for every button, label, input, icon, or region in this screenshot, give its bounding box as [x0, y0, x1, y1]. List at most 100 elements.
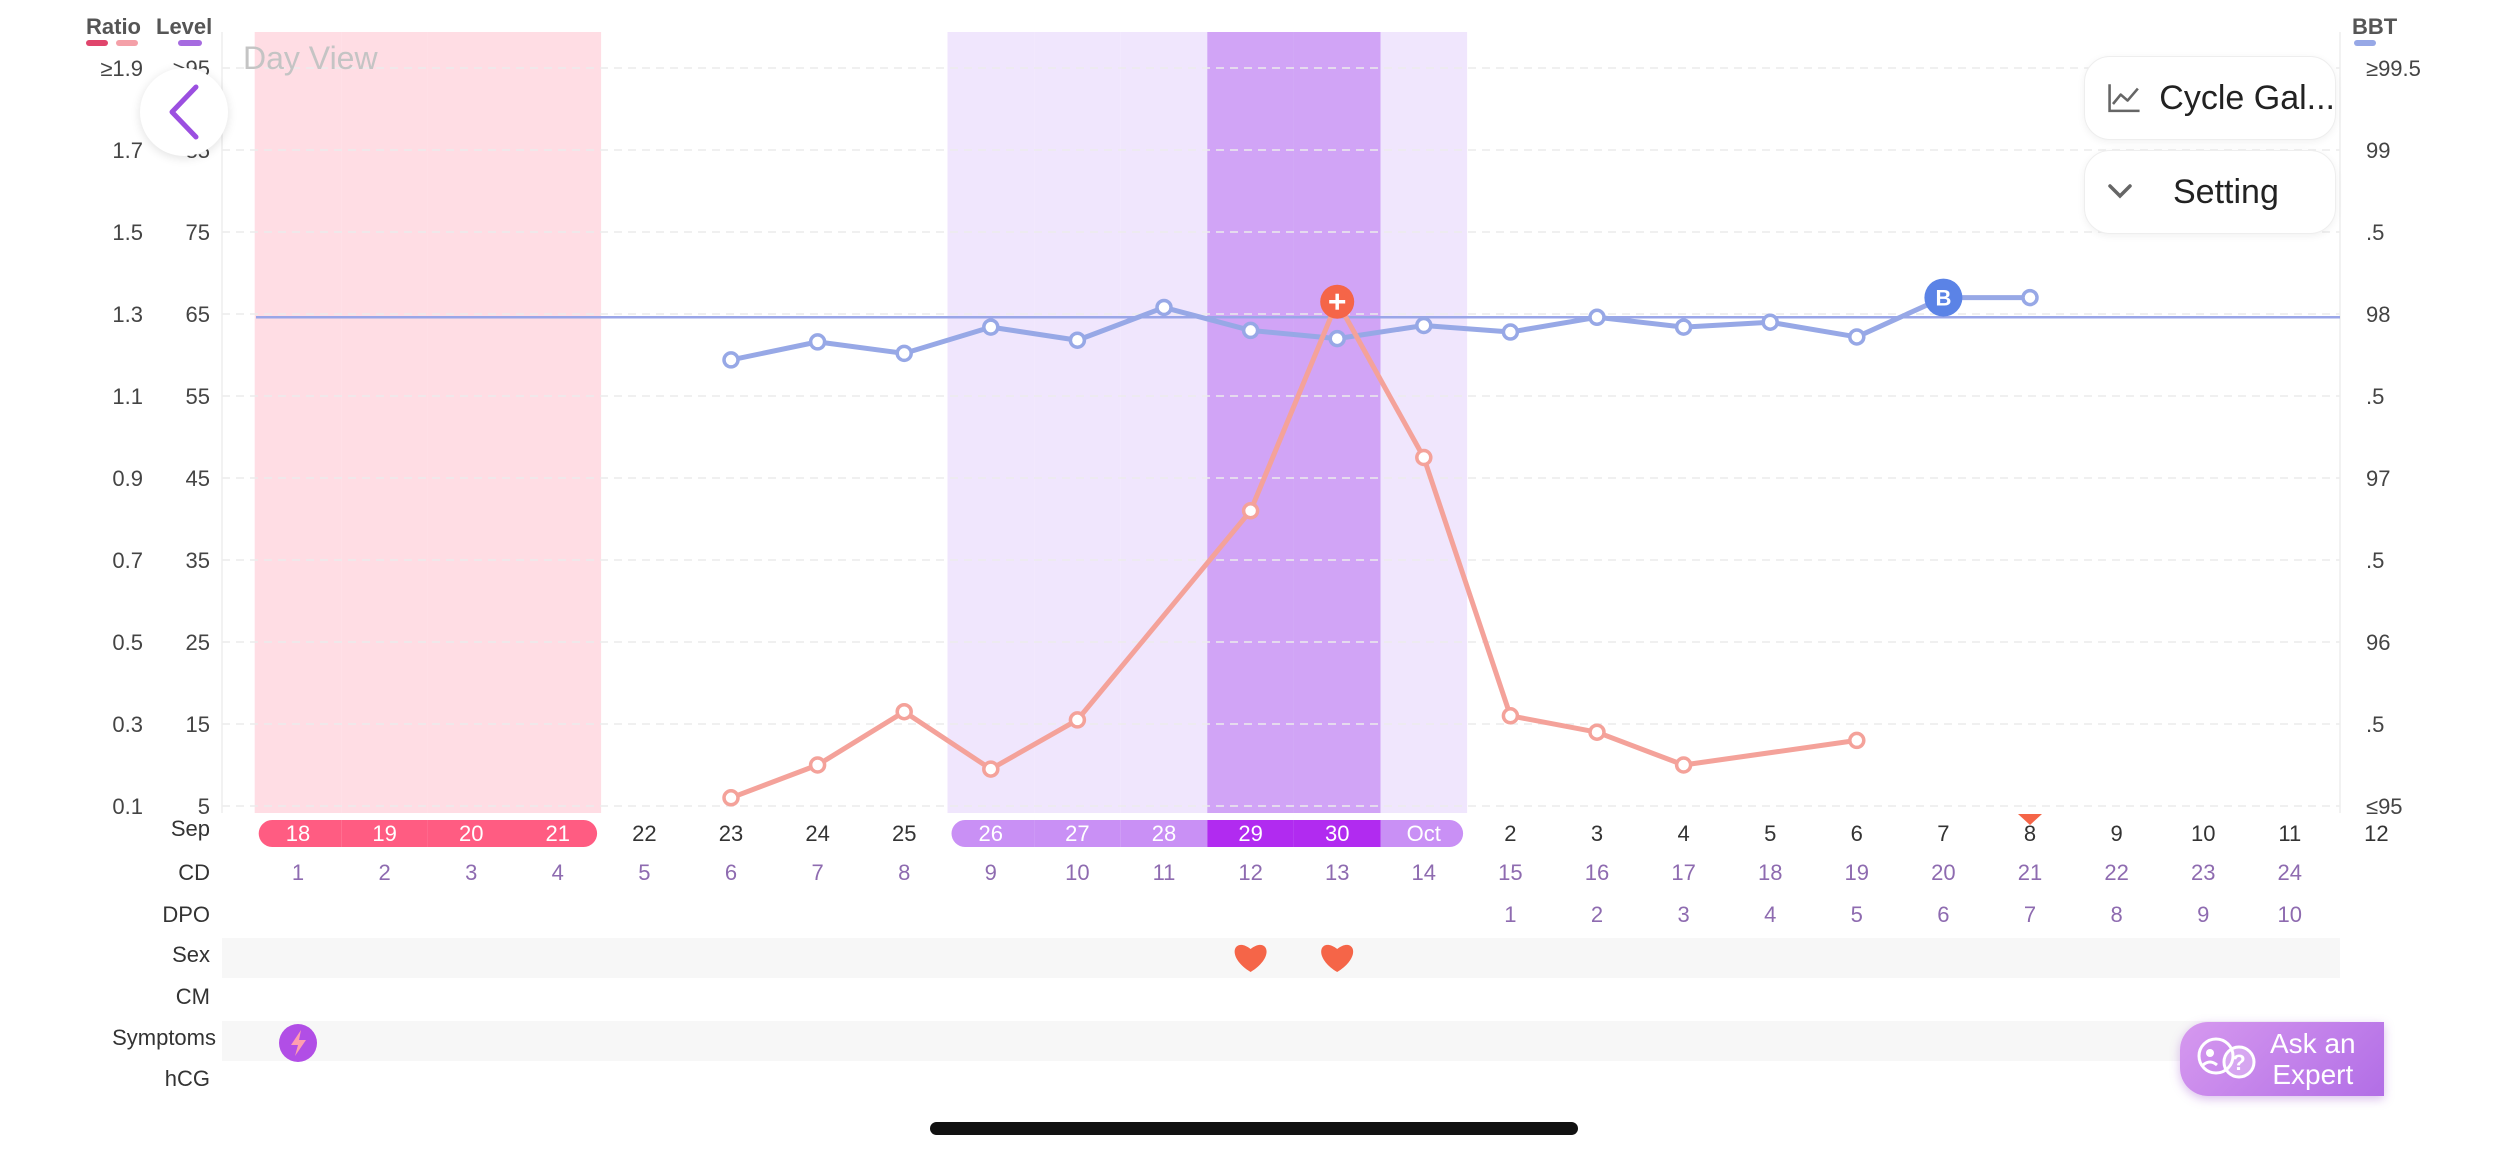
dpo-value: 4	[1764, 902, 1776, 927]
legend-bbt-swatch	[2354, 40, 2376, 46]
cd-value: 22	[2104, 860, 2128, 885]
level-tick-label: 35	[186, 548, 210, 573]
cd-value: 20	[1931, 860, 1955, 885]
bbt-point	[1501, 323, 1520, 341]
cd-value: 2	[378, 860, 390, 885]
cd-value: 7	[811, 860, 823, 885]
cd-value: 9	[985, 860, 997, 885]
ratio-tick-label: 0.5	[112, 630, 143, 655]
lh-point	[1068, 711, 1087, 729]
row-label-cd: CD	[178, 860, 210, 885]
sex-row-stripe	[222, 938, 2340, 978]
bbt-point	[895, 344, 913, 363]
date-label: 4	[1677, 821, 1689, 846]
level-tick-label: 65	[186, 302, 210, 327]
bbt-point	[1328, 329, 1346, 348]
row-label-hcg: hCG	[165, 1066, 210, 1091]
date-pill-segment	[514, 820, 598, 847]
row-label-dpo: DPO	[162, 902, 210, 927]
bbt-tick-label: 98	[2366, 302, 2390, 327]
chat-question-icon: ?	[2197, 1037, 2256, 1079]
day-band-ovulation	[1207, 32, 1294, 813]
ratio-tick-label: 1.5	[112, 220, 143, 245]
date-label: 20	[459, 821, 483, 846]
legend-level-label: Level	[156, 14, 212, 39]
home-indicator[interactable]	[930, 1122, 1578, 1135]
ovulation-band	[1207, 32, 1294, 813]
cd-value: 10	[1065, 860, 1089, 885]
bbt-tick-label: .5	[2366, 220, 2384, 245]
dpo-value: 1	[1504, 902, 1516, 927]
lh-point	[1241, 502, 1260, 520]
bbt-point	[1588, 308, 1606, 327]
cd-value: 24	[2278, 860, 2302, 885]
bbt-point	[722, 351, 740, 369]
bbt-tick-label: 97	[2366, 466, 2390, 491]
ratio-tick-label: ≥1.9	[100, 56, 143, 81]
date-pill-segment	[1293, 820, 1381, 847]
date-label: 19	[372, 821, 396, 846]
legend-ratio-swatch	[116, 40, 138, 46]
today-indicator	[2018, 814, 2042, 825]
bbt-point	[808, 333, 827, 351]
date-pill-segment	[1034, 820, 1121, 847]
date-label: 9	[2110, 821, 2122, 846]
date-label: 23	[719, 821, 743, 846]
day-band-period	[427, 32, 515, 813]
bbt-point	[1241, 321, 1260, 340]
cd-value: 8	[898, 860, 910, 885]
chevron-down-icon	[2108, 184, 2132, 199]
bbt-point	[1155, 298, 1173, 317]
ask-expert-line1: Ask an	[2270, 1028, 2356, 1059]
date-pill-segment	[258, 820, 342, 847]
dpo-value: 6	[1937, 902, 1949, 927]
row-label-cm: CM	[176, 984, 210, 1009]
ratio-tick-label: 0.9	[112, 466, 143, 491]
cd-value: 16	[1585, 860, 1609, 885]
ovulation-band	[1293, 32, 1381, 813]
lh-line	[728, 299, 1860, 801]
cd-value: 12	[1238, 860, 1262, 885]
date-pill-segment	[1120, 820, 1208, 847]
level-tick-label: 15	[186, 712, 210, 737]
lh-point	[808, 756, 827, 774]
line-chart-icon	[2108, 84, 2140, 113]
date-label: 24	[805, 821, 829, 846]
lh-point	[1415, 448, 1433, 467]
cd-value: 6	[725, 860, 737, 885]
date-pill-segment	[427, 820, 515, 847]
cd-value: 17	[1671, 860, 1695, 885]
cd-value: 13	[1325, 860, 1349, 885]
date-pill-segment	[1380, 820, 1464, 847]
cycle-gallery-button[interactable]: Cycle Gal...	[2084, 56, 2336, 140]
legend-level-swatch	[178, 40, 202, 46]
date-label: 29	[1238, 821, 1262, 846]
ask-expert-button[interactable]: ? Ask an Expert	[2180, 1022, 2384, 1096]
bbt-point	[1848, 328, 1866, 346]
dpo-value: 9	[2197, 902, 2209, 927]
bbt-tick-label: .5	[2366, 712, 2384, 737]
date-label: 11	[2278, 821, 2301, 846]
dpo-value: 5	[1851, 902, 1863, 927]
bbt-point	[1674, 318, 1693, 336]
cd-value: 3	[465, 860, 477, 885]
cycle-gallery-label: Cycle Gal...	[2159, 78, 2335, 117]
setting-button[interactable]: Setting	[2084, 150, 2336, 234]
legend-bbt-label: BBT	[2352, 14, 2398, 39]
day-band-ovulation	[1293, 32, 1381, 813]
date-label: 26	[979, 821, 1003, 846]
back-button[interactable]	[140, 68, 228, 156]
date-label: 10	[2191, 821, 2215, 846]
cd-value: 19	[1845, 860, 1869, 885]
date-label: 27	[1065, 821, 1089, 846]
date-label: 7	[1937, 821, 1949, 846]
date-label: 28	[1152, 821, 1176, 846]
dpo-value: 7	[2024, 902, 2036, 927]
lh-point	[722, 789, 740, 807]
bbt-tick-label: .5	[2366, 548, 2384, 573]
date-label: 21	[546, 821, 570, 846]
legend-ratio-swatch	[86, 40, 108, 46]
lh-point	[1848, 731, 1866, 750]
dpo-value: 8	[2110, 902, 2122, 927]
